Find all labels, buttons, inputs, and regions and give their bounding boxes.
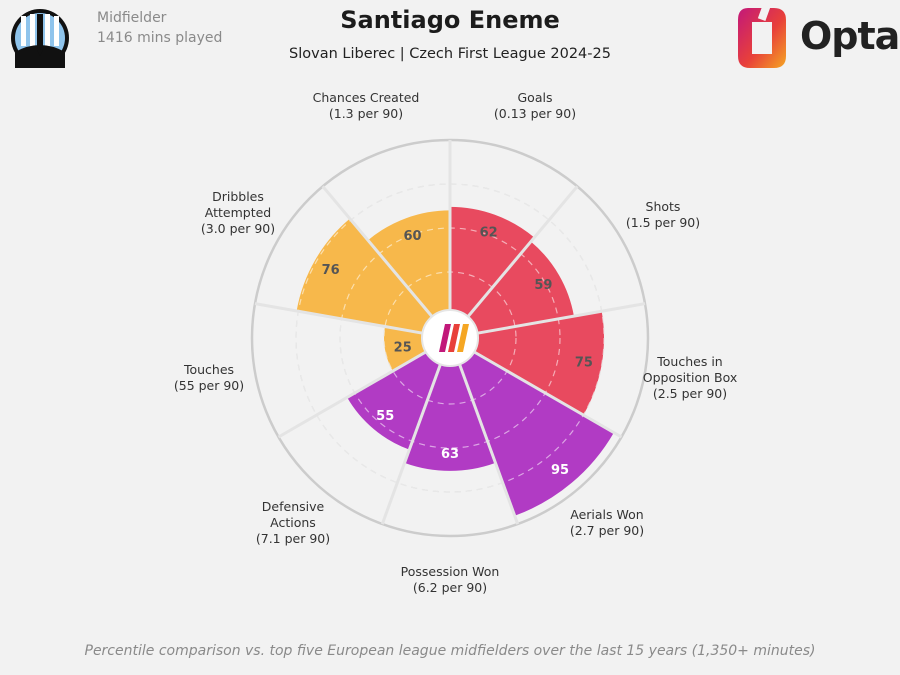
- chart-wedge: [384, 326, 431, 371]
- team-league-subtitle: Slovan Liberec | Czech First League 2024…: [289, 46, 611, 62]
- chart-spoke: [456, 358, 520, 525]
- chart-value-label: 76: [322, 263, 340, 278]
- chart-metric-label: Defensive Actions (7.1 per 90): [256, 499, 330, 546]
- player-position: Midfielder: [97, 10, 167, 26]
- chart-spoke: [380, 358, 444, 525]
- chart-metric-label: Touches (55 per 90): [174, 362, 244, 393]
- chart-spoke: [462, 185, 579, 323]
- center-logo-bg: [421, 309, 479, 367]
- chart-wedge: [347, 349, 443, 450]
- chart-metric-label: Touches in Opposition Box (2.5 per 90): [643, 354, 738, 401]
- chart-spoke: [471, 302, 646, 336]
- chart-value-label: 55: [376, 409, 394, 424]
- chart-wedge: [367, 210, 450, 322]
- chart-metric-label: Goals (0.13 per 90): [494, 90, 576, 121]
- chart-value-label: 63: [441, 447, 459, 462]
- chart-metric-label: Shots (1.5 per 90): [626, 199, 700, 230]
- chart-wedge: [469, 311, 605, 415]
- minutes-played: 1416 mins played: [97, 30, 223, 46]
- chart-wedge: [450, 206, 535, 322]
- chart-grid-ring-overlay: [295, 183, 605, 493]
- chart-value-label: 25: [394, 340, 412, 355]
- chart-value-label: 62: [480, 226, 498, 241]
- player-name-title: Santiago Eneme: [340, 6, 560, 34]
- chart-metric-label: Dribbles Attempted (3.0 per 90): [201, 189, 275, 236]
- chart-value-label: 95: [551, 463, 569, 478]
- chart-metric-label: Chances Created (1.3 per 90): [313, 90, 420, 121]
- chart-wedge: [457, 349, 614, 516]
- chart-value-label: 59: [534, 278, 552, 293]
- chart-metric-label: Possession Won (6.2 per 90): [401, 564, 500, 595]
- footer-note: Percentile comparison vs. top five Europ…: [84, 643, 816, 659]
- chart-value-label: 60: [403, 229, 421, 244]
- chart-spoke: [277, 347, 432, 439]
- opta-logo-icon: [738, 6, 786, 68]
- chart-wedge: [404, 358, 496, 471]
- chart-spoke: [254, 302, 429, 336]
- center-opta-icon: [439, 324, 469, 352]
- chart-value-label: 75: [575, 356, 593, 371]
- club-crest-icon: [11, 9, 69, 68]
- chart-wedge: [464, 241, 574, 335]
- chart-spoke: [468, 347, 623, 439]
- chart-spoke: [321, 185, 438, 323]
- chart-wedge: [296, 218, 436, 335]
- opta-wordmark: Opta: [800, 14, 900, 58]
- chart-metric-label: Aerials Won (2.7 per 90): [570, 507, 644, 538]
